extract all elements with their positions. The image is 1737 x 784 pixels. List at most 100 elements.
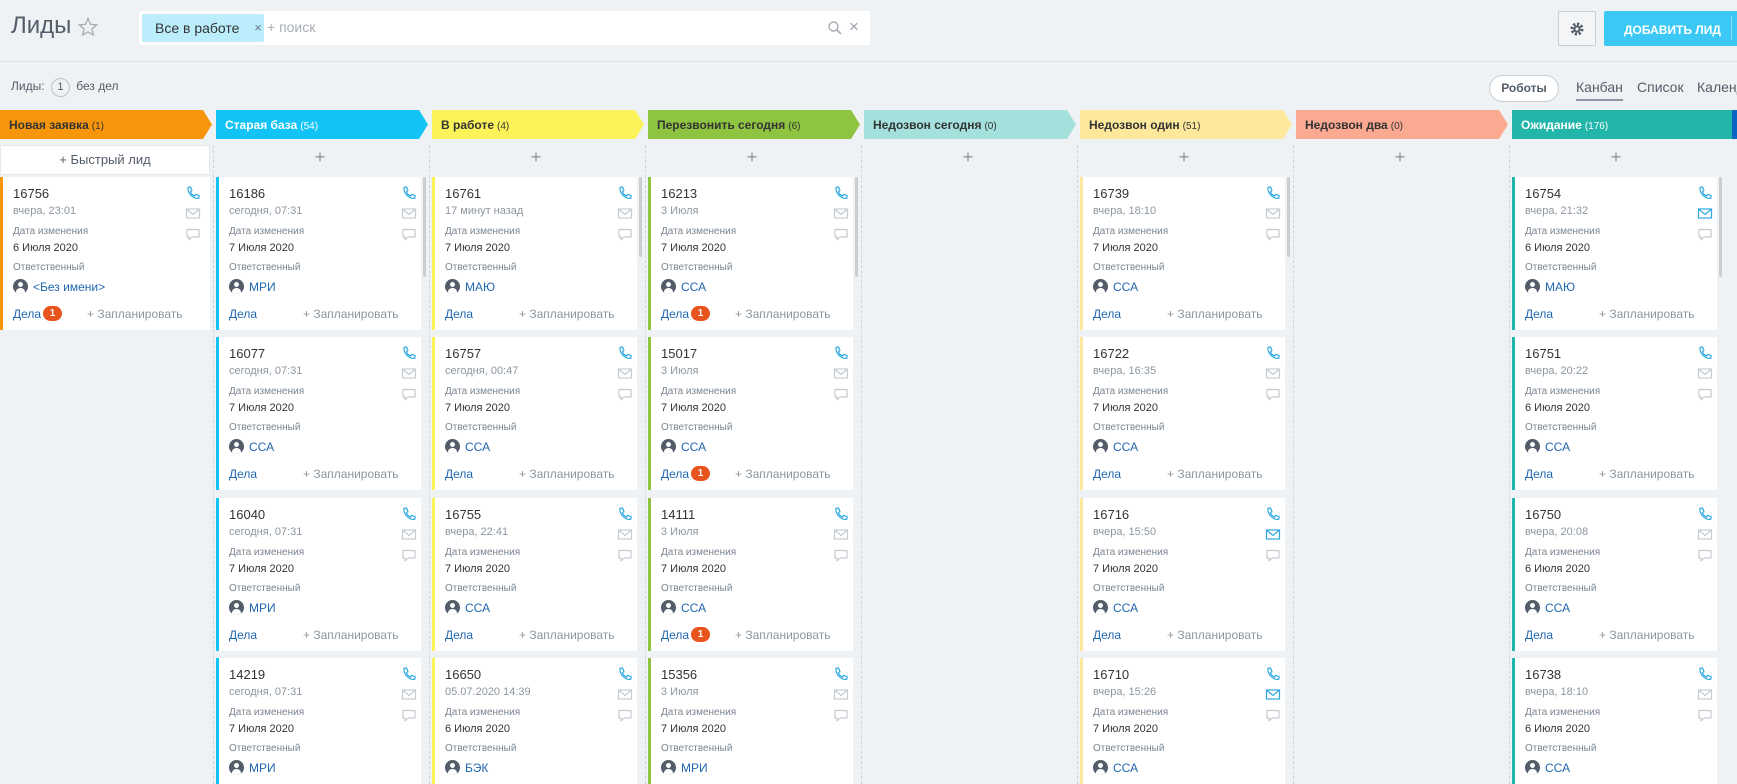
- mail-icon[interactable]: [401, 527, 417, 542]
- deals-link[interactable]: Дела: [661, 307, 690, 321]
- deals-link[interactable]: Дела: [229, 467, 258, 481]
- lead-id[interactable]: 16040: [229, 507, 266, 522]
- tab-kanban[interactable]: Канбан: [1576, 79, 1623, 101]
- chat-icon[interactable]: [617, 387, 633, 402]
- lead-card[interactable]: 16738 вчера, 18:10 Дата изменения 6 Июля 20…: [1512, 658, 1717, 784]
- schedule-link[interactable]: + Запланировать: [519, 628, 615, 642]
- lead-id[interactable]: 16716: [1093, 507, 1130, 522]
- mail-icon[interactable]: [401, 366, 417, 381]
- filter-search-box[interactable]: Все в работе × + поиск ×: [139, 11, 870, 45]
- responsible-name[interactable]: ССА: [1545, 440, 1571, 454]
- deals-link[interactable]: Дела: [1525, 628, 1554, 642]
- phone-icon[interactable]: [1697, 507, 1713, 522]
- schedule-link[interactable]: + Запланировать: [1167, 307, 1263, 321]
- lead-card[interactable]: 16213 3 Июля Дата изменения 7 Июля 2020 Отве…: [648, 177, 853, 330]
- lead-id[interactable]: 16754: [1525, 186, 1562, 201]
- chat-icon[interactable]: [617, 708, 633, 723]
- deals-link[interactable]: Дела: [1093, 628, 1122, 642]
- lead-card[interactable]: 16716 вчера, 15:50 Дата изменения 7 Июля 20…: [1080, 498, 1285, 651]
- chat-icon[interactable]: [1697, 227, 1713, 242]
- lead-id[interactable]: 15356: [661, 667, 698, 682]
- responsible-name[interactable]: МАЮ: [465, 280, 496, 294]
- lead-id[interactable]: 16750: [1525, 507, 1562, 522]
- responsible-name[interactable]: МРИ: [681, 761, 708, 775]
- lead-id[interactable]: 16757: [445, 346, 482, 361]
- add-lead-button[interactable]: ДОБАВИТЬ ЛИД: [1604, 11, 1737, 46]
- deals-link[interactable]: Дела: [1093, 467, 1122, 481]
- lead-id[interactable]: 16739: [1093, 186, 1130, 201]
- mail-icon[interactable]: [833, 206, 849, 221]
- schedule-link[interactable]: + Запланировать: [735, 628, 831, 642]
- responsible-name[interactable]: БЭК: [465, 761, 489, 775]
- mail-icon[interactable]: [617, 366, 633, 381]
- mail-icon[interactable]: [617, 206, 633, 221]
- lead-card[interactable]: 15356 3 Июля Дата изменения 7 Июля 2020 Отве…: [648, 658, 853, 784]
- lead-id[interactable]: 16738: [1525, 667, 1562, 682]
- chat-icon[interactable]: [1265, 548, 1281, 563]
- mail-icon[interactable]: [617, 527, 633, 542]
- mail-icon[interactable]: [1697, 366, 1713, 381]
- column-scrollbar[interactable]: [423, 177, 426, 277]
- tab-calendar[interactable]: Календ: [1697, 79, 1737, 95]
- column-scrollbar[interactable]: [1719, 177, 1722, 277]
- chat-icon[interactable]: [833, 708, 849, 723]
- stage-missed-two[interactable]: Недозвон два (0): [1296, 110, 1508, 139]
- mail-icon[interactable]: [1265, 687, 1281, 702]
- mail-icon[interactable]: [617, 687, 633, 702]
- lead-card[interactable]: 16650 05.07.2020 14:39 Дата изменения 6 Июл…: [432, 658, 637, 784]
- lead-card[interactable]: 16756 вчера, 23:01 Дата изменения 6 Июля 20…: [0, 177, 210, 330]
- mail-icon[interactable]: [1697, 687, 1713, 702]
- deals-link[interactable]: Дела: [1093, 307, 1122, 321]
- schedule-link[interactable]: + Запланировать: [1599, 628, 1695, 642]
- stage-next-partial[interactable]: [1732, 110, 1737, 139]
- deals-link[interactable]: Дела: [1525, 467, 1554, 481]
- responsible-name[interactable]: <Без имени>: [33, 280, 106, 294]
- chat-icon[interactable]: [1265, 708, 1281, 723]
- tab-list[interactable]: Список: [1637, 79, 1684, 95]
- responsible-name[interactable]: ССА: [465, 601, 491, 615]
- chat-icon[interactable]: [1697, 548, 1713, 563]
- stage-in-work[interactable]: В работе (4): [432, 110, 644, 139]
- responsible-name[interactable]: ССА: [1113, 761, 1139, 775]
- phone-icon[interactable]: [1697, 186, 1713, 201]
- responsible-name[interactable]: ССА: [465, 440, 491, 454]
- deals-link[interactable]: Дела: [229, 628, 258, 642]
- chat-icon[interactable]: [1265, 387, 1281, 402]
- stage-missed-one[interactable]: Недозвон один (51): [1080, 110, 1292, 139]
- lead-card[interactable]: 16751 вчера, 20:22 Дата изменения 6 Июля 20…: [1512, 337, 1717, 490]
- schedule-link[interactable]: + Запланировать: [519, 307, 615, 321]
- phone-icon[interactable]: [617, 507, 633, 522]
- star-icon[interactable]: [78, 17, 98, 37]
- chat-icon[interactable]: [185, 227, 201, 242]
- phone-icon[interactable]: [833, 507, 849, 522]
- add-to-column-button[interactable]: +: [1394, 147, 1406, 167]
- stage-call-today[interactable]: Перезвонить сегодня (6): [648, 110, 860, 139]
- quick-lead-button[interactable]: + Быстрый лид: [0, 145, 210, 175]
- chat-icon[interactable]: [1697, 387, 1713, 402]
- phone-icon[interactable]: [401, 186, 417, 201]
- responsible-name[interactable]: ССА: [1113, 601, 1139, 615]
- lead-id[interactable]: 16710: [1093, 667, 1130, 682]
- lead-id[interactable]: 16722: [1093, 346, 1130, 361]
- stage-waiting[interactable]: Ожидание (176): [1512, 110, 1732, 139]
- schedule-link[interactable]: + Запланировать: [519, 467, 615, 481]
- schedule-link[interactable]: + Запланировать: [1599, 307, 1695, 321]
- phone-icon[interactable]: [1697, 667, 1713, 682]
- column-scrollbar[interactable]: [1287, 177, 1290, 257]
- responsible-name[interactable]: ССА: [681, 601, 707, 615]
- search-clear-icon[interactable]: ×: [849, 17, 859, 36]
- phone-icon[interactable]: [833, 346, 849, 361]
- lead-id[interactable]: 16756: [13, 186, 50, 201]
- chip-close-icon[interactable]: ×: [254, 20, 262, 35]
- phone-icon[interactable]: [1697, 346, 1713, 361]
- add-to-column-button[interactable]: +: [1610, 147, 1622, 167]
- deals-link[interactable]: Дела: [661, 467, 690, 481]
- lead-card[interactable]: 16754 вчера, 21:32 Дата изменения 6 Июля 20…: [1512, 177, 1717, 330]
- lead-card[interactable]: 16761 17 минут назад Дата изменения 7 Июля …: [432, 177, 637, 330]
- column-scrollbar[interactable]: [639, 177, 642, 257]
- schedule-link[interactable]: + Запланировать: [1599, 467, 1695, 481]
- phone-icon[interactable]: [1265, 186, 1281, 201]
- lead-card[interactable]: 16186 сегодня, 07:31 Дата изменения 7 Июля …: [216, 177, 421, 330]
- chat-icon[interactable]: [617, 548, 633, 563]
- lead-id[interactable]: 16761: [445, 186, 482, 201]
